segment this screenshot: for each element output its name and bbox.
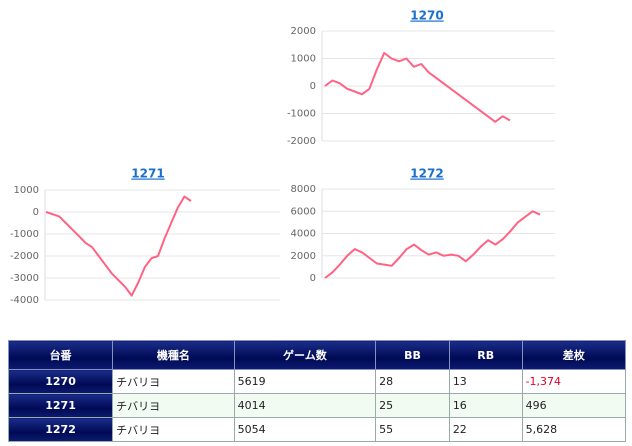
machine-number: 1272 xyxy=(7,417,114,442)
y-tick-label: -2000 xyxy=(287,136,316,147)
table-cell: 28 xyxy=(375,369,450,394)
y-tick-label: 6000 xyxy=(291,206,316,217)
y-tick-label: -3000 xyxy=(10,273,39,284)
y-tick-label: 1000 xyxy=(14,185,39,196)
table-row: 1270 チバリヨ 5619 28 13 -1,374 xyxy=(7,369,627,394)
chart-title-link[interactable]: 1271 xyxy=(131,167,164,181)
y-tick-label: -4000 xyxy=(10,295,39,306)
table-cell: チバリヨ xyxy=(112,417,235,442)
y-tick-label: 0 xyxy=(310,273,316,284)
data-line xyxy=(324,52,511,123)
header-cell: 差枚 xyxy=(521,340,627,370)
y-tick-label: 4000 xyxy=(291,229,316,240)
header-cell: ゲーム数 xyxy=(233,340,377,370)
table-cell: -1,374 xyxy=(521,369,627,394)
data-line xyxy=(45,195,192,297)
summary-table: 台番 機種名 ゲーム数 BB RB 差枚 1270 チバリヨ 5619 28 13 -1,374 127… xyxy=(7,340,627,442)
table-cell: チバリヨ xyxy=(112,393,235,418)
table-row: 1272 チバリヨ 5054 55 22 5,628 xyxy=(7,417,627,442)
table-cell: チバリヨ xyxy=(112,369,235,394)
table-cell: 25 xyxy=(375,393,450,418)
machine-number: 1270 xyxy=(7,369,114,394)
charts: 2000 1000 0 -1000 -2000 1270 1000 0 -1000 -2000 -3… xyxy=(10,9,555,306)
table-cell: 4014 xyxy=(233,393,377,418)
table-cell: 496 xyxy=(521,393,627,418)
y-tick-label: 1000 xyxy=(291,54,316,65)
machine-number: 1271 xyxy=(7,393,114,418)
header-cell: BB xyxy=(375,340,450,370)
table-cell: 22 xyxy=(448,417,523,442)
y-tick-label: -2000 xyxy=(10,251,39,262)
table-row: 1271 チバリヨ 4014 25 16 496 xyxy=(7,393,627,418)
table-cell: 5054 xyxy=(233,417,377,442)
y-tick-label: -1000 xyxy=(287,109,316,120)
y-tick-label: -1000 xyxy=(10,229,39,240)
y-tick-label: 8000 xyxy=(291,184,316,195)
table-cell: 5,628 xyxy=(521,417,627,442)
chart-title-link[interactable]: 1272 xyxy=(410,167,443,181)
header-cell: 機種名 xyxy=(112,340,235,370)
y-tick-label: 0 xyxy=(310,81,316,92)
data-line xyxy=(324,210,541,279)
table-cell: 55 xyxy=(375,417,450,442)
table-cell: 16 xyxy=(448,393,523,418)
header-cell: RB xyxy=(448,340,523,370)
table-cell: 5619 xyxy=(233,369,377,394)
table-cell: 13 xyxy=(448,369,523,394)
chart-title-link[interactable]: 1270 xyxy=(410,9,443,23)
y-tick-label: 2000 xyxy=(291,26,316,37)
header-cell: 台番 xyxy=(7,340,114,370)
y-tick-label: 0 xyxy=(33,207,39,218)
y-tick-label: 2000 xyxy=(291,251,316,262)
header-row: 台番 機種名 ゲーム数 BB RB 差枚 xyxy=(7,340,627,370)
